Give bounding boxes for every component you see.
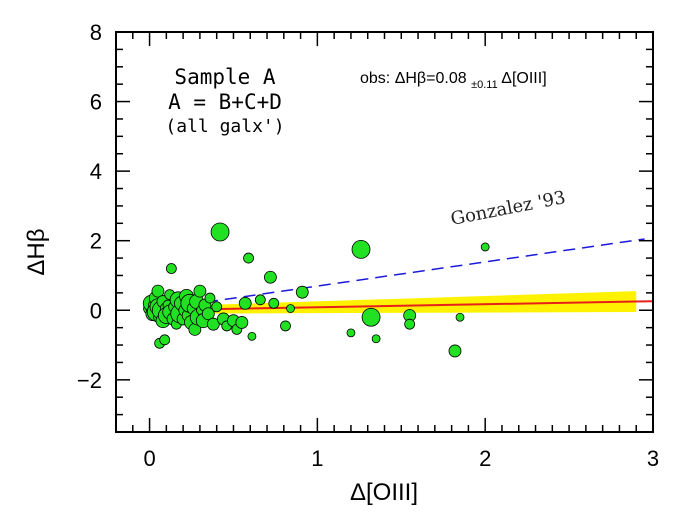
- data-point: [204, 292, 216, 304]
- x-tick-label: 1: [311, 446, 323, 471]
- y-tick-label: 0: [90, 298, 102, 323]
- gonzalez-reference-line: [149, 238, 645, 312]
- data-point: [280, 320, 291, 332]
- data-point: [254, 294, 266, 306]
- lines-layer: [149, 238, 654, 312]
- y-axis-label: ΔHβ: [23, 228, 50, 275]
- x-tick-label: 0: [143, 446, 155, 471]
- data-point: [448, 344, 462, 358]
- x-tick-label: 3: [647, 446, 659, 471]
- data-point: [238, 296, 252, 310]
- data-point: [210, 222, 230, 242]
- y-tick-label: 2: [90, 229, 102, 254]
- y-tick-label: 8: [90, 20, 102, 45]
- data-point: [151, 284, 165, 298]
- data-point: [165, 263, 177, 274]
- data-point: [455, 312, 465, 322]
- data-point: [201, 307, 215, 321]
- sample-title: Sample A: [174, 65, 276, 89]
- data-point: [346, 328, 356, 338]
- obs-fit-annotation: obs: ΔHβ=0.08 ±0.11 Δ[OIII]: [360, 70, 547, 92]
- data-point: [193, 284, 207, 298]
- obs-fit-error: ±0.11: [471, 79, 498, 91]
- sample-definition: A = B+C+D: [168, 90, 282, 114]
- data-point: [235, 316, 249, 329]
- data-point: [371, 334, 381, 344]
- data-point: [211, 301, 223, 313]
- data-point: [286, 304, 295, 313]
- points-layer: [142, 222, 490, 358]
- observed-fit-line: [149, 300, 654, 312]
- y-tick-label: −2: [77, 368, 102, 393]
- sample-note: (all galx'): [165, 116, 284, 137]
- ticks-layer: 0 1 2 3 −2 0 2 4 6 8: [77, 20, 659, 471]
- data-point: [247, 331, 257, 341]
- obs-fit-prefix: obs: ΔHβ=0.08: [360, 70, 467, 87]
- x-axis-label: Δ[OIII]: [350, 479, 418, 506]
- data-point: [404, 318, 416, 330]
- y-tick-label: 4: [90, 159, 102, 184]
- data-point: [295, 285, 309, 299]
- data-point: [243, 252, 254, 264]
- data-point: [263, 270, 277, 284]
- data-point: [480, 242, 490, 252]
- x-tick-label: 2: [479, 446, 491, 471]
- y-tick-label: 6: [90, 90, 102, 115]
- data-point: [351, 239, 371, 259]
- obs-fit-suffix: Δ[OIII]: [501, 70, 546, 87]
- data-point: [361, 307, 381, 327]
- data-point: [159, 334, 171, 346]
- data-point: [268, 297, 280, 309]
- data-point: [206, 317, 220, 331]
